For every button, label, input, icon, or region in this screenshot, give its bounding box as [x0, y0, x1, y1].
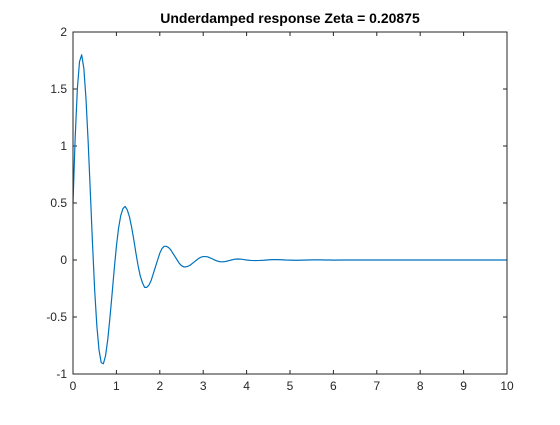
y-tick-label: -0.5: [46, 310, 67, 324]
y-tick-label: 1.5: [50, 82, 67, 96]
x-tick-label: 7: [373, 379, 380, 393]
x-tick-label: 10: [500, 379, 514, 393]
y-tick-label: 1: [60, 139, 67, 153]
chart-title: Underdamped response Zeta = 0.20875: [160, 10, 420, 26]
y-tick-label: -1: [56, 367, 67, 381]
series-line: [73, 55, 507, 364]
x-tick-label: 4: [243, 379, 250, 393]
x-tick-label: 3: [200, 379, 207, 393]
tick-label-group: 0 1 2 3 4 5 6 7 8 9 10 -1 -0.5 0 0.5 1 1.5 2: [46, 25, 514, 393]
x-tick-label: 2: [156, 379, 163, 393]
tick-group: [73, 32, 507, 374]
x-tick-label: 8: [417, 379, 424, 393]
x-tick-label: 9: [460, 379, 467, 393]
x-tick-label: 6: [330, 379, 337, 393]
y-tick-label: 0.5: [50, 196, 67, 210]
y-tick-label: 0: [60, 253, 67, 267]
plot-frame: [73, 32, 507, 374]
y-tick-label: 2: [60, 25, 67, 39]
series-layer: [73, 55, 507, 364]
x-tick-label: 1: [113, 379, 120, 393]
x-tick-label: 5: [287, 379, 294, 393]
x-tick-label: 0: [70, 379, 77, 393]
